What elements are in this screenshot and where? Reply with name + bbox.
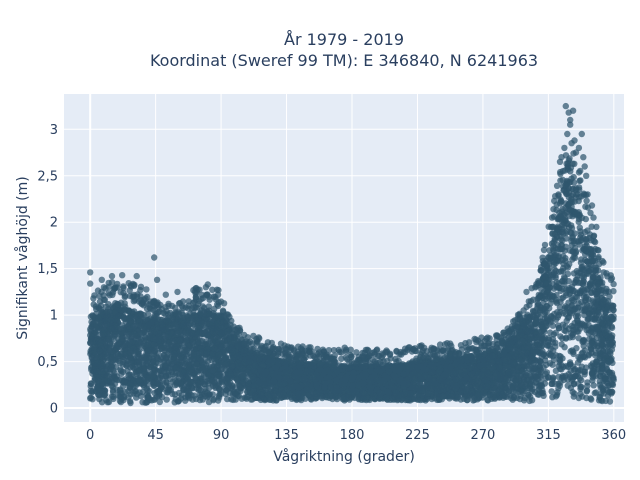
- data-point: [576, 288, 584, 295]
- data-point: [570, 270, 578, 277]
- data-point: [225, 381, 232, 388]
- data-point: [558, 341, 565, 348]
- data-point: [575, 335, 582, 342]
- data-point: [588, 396, 595, 403]
- data-point: [550, 374, 557, 381]
- data-point: [552, 274, 559, 281]
- data-points: [87, 102, 617, 407]
- data-point: [575, 353, 582, 361]
- data-point: [140, 383, 148, 390]
- data-point: [584, 382, 591, 390]
- data-point: [548, 380, 556, 387]
- data-point: [548, 388, 555, 395]
- data-point: [553, 298, 560, 305]
- data-point: [558, 268, 565, 275]
- data-point: [574, 359, 582, 366]
- data-point: [123, 362, 130, 370]
- data-point: [581, 228, 589, 236]
- data-point: [565, 220, 572, 227]
- data-point: [610, 313, 617, 320]
- data-point: [552, 316, 560, 323]
- data-point: [580, 337, 587, 344]
- data-point: [579, 234, 587, 242]
- data-point: [557, 308, 564, 316]
- data-point: [189, 385, 196, 392]
- data-point: [547, 329, 554, 336]
- data-point: [111, 369, 118, 377]
- data-point: [552, 329, 559, 336]
- data-point: [564, 270, 572, 278]
- data-point: [569, 248, 576, 255]
- data-point: [610, 375, 617, 382]
- data-point: [224, 395, 231, 403]
- data-point: [103, 396, 110, 404]
- data-point: [229, 390, 237, 398]
- data-point: [556, 304, 564, 311]
- data-point: [566, 212, 573, 220]
- chart-subtitle: Koordinat (Sweref 99 TM): E 346840, N 62…: [150, 51, 538, 70]
- data-point: [573, 210, 581, 217]
- data-point: [569, 333, 576, 341]
- data-point: [172, 377, 179, 385]
- data-point: [120, 314, 128, 322]
- chart-title: År 1979 - 2019: [284, 30, 404, 49]
- data-point: [582, 215, 589, 223]
- data-point: [215, 392, 223, 399]
- data-point: [574, 316, 581, 324]
- data-point: [474, 396, 481, 403]
- data-point: [569, 296, 576, 304]
- data-point: [559, 277, 566, 285]
